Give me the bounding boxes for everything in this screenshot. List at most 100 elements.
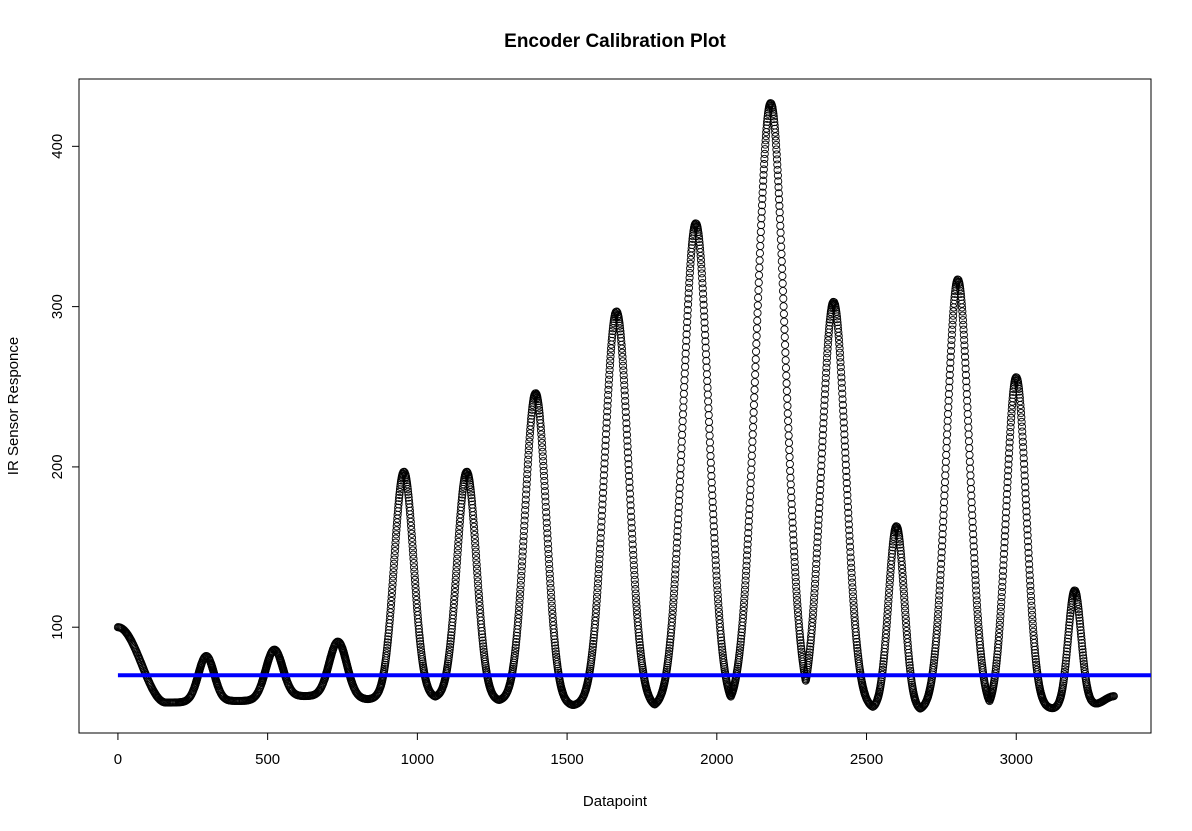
data-point xyxy=(942,450,951,459)
data-point xyxy=(838,395,847,404)
data-point xyxy=(475,601,484,610)
data-point xyxy=(836,363,845,372)
data-point xyxy=(936,576,945,585)
data-point xyxy=(539,466,548,475)
data-point xyxy=(453,550,462,559)
data-point xyxy=(631,585,640,594)
data-point xyxy=(389,563,398,573)
data-point xyxy=(836,353,845,362)
data-point xyxy=(477,623,486,632)
data-point xyxy=(457,496,466,505)
data-point xyxy=(392,530,401,539)
data-point xyxy=(804,653,814,662)
data-point xyxy=(673,532,682,541)
data-point xyxy=(933,622,942,631)
data-point xyxy=(789,541,798,550)
data-point xyxy=(972,586,981,595)
data-point xyxy=(819,407,829,416)
data-point xyxy=(737,634,746,643)
data-point xyxy=(601,441,610,450)
data-point xyxy=(900,593,909,602)
data-point xyxy=(755,256,764,265)
data-point xyxy=(701,330,710,340)
data-point xyxy=(943,416,952,425)
data-point xyxy=(511,640,520,650)
data-point xyxy=(972,596,981,605)
data-point xyxy=(1021,483,1030,492)
data-point xyxy=(680,382,689,392)
data-point xyxy=(945,377,954,386)
data-point xyxy=(713,590,722,599)
data-point xyxy=(804,658,813,667)
data-point xyxy=(840,430,849,439)
data-point xyxy=(896,540,905,549)
data-point xyxy=(1005,438,1014,447)
data-point xyxy=(665,644,674,653)
plot-frame xyxy=(78,78,1152,734)
data-point xyxy=(844,508,853,517)
data-point xyxy=(602,412,611,422)
data-point xyxy=(782,379,791,388)
data-point xyxy=(773,171,782,180)
data-point xyxy=(518,552,527,561)
data-point xyxy=(784,416,793,425)
data-point xyxy=(526,418,535,427)
data-point xyxy=(687,240,697,249)
data-point xyxy=(404,496,414,505)
data-point xyxy=(847,563,856,572)
data-point xyxy=(681,343,691,352)
data-point xyxy=(709,510,718,519)
data-point xyxy=(805,648,814,657)
data-point xyxy=(781,363,791,373)
data-point xyxy=(835,348,844,357)
data-point xyxy=(524,446,533,455)
data-point xyxy=(548,605,557,614)
data-point xyxy=(1016,397,1025,406)
data-point xyxy=(595,555,604,564)
data-point xyxy=(452,567,461,576)
data-point xyxy=(895,535,904,544)
data-point xyxy=(621,407,630,417)
data-point xyxy=(457,503,466,512)
data-point xyxy=(943,430,952,439)
data-point xyxy=(544,549,553,559)
data-point xyxy=(899,585,908,594)
data-point xyxy=(451,571,461,580)
data-point xyxy=(515,602,524,611)
data-point xyxy=(597,517,606,526)
data-point xyxy=(630,566,639,575)
data-point xyxy=(776,221,785,230)
data-point xyxy=(415,631,424,640)
data-point xyxy=(969,548,979,557)
data-point xyxy=(410,575,420,584)
data-point xyxy=(929,663,938,672)
data-point xyxy=(709,516,718,525)
data-point xyxy=(676,457,685,466)
data-point xyxy=(775,201,784,210)
data-point xyxy=(664,649,673,658)
data-point xyxy=(386,600,396,609)
data-point xyxy=(759,165,768,174)
data-point xyxy=(881,633,890,642)
data-point xyxy=(820,395,829,404)
data-point xyxy=(996,602,1006,611)
data-point xyxy=(970,559,979,568)
data-point xyxy=(735,648,744,657)
data-point xyxy=(975,637,984,646)
data-point xyxy=(790,547,799,556)
data-point xyxy=(780,325,789,334)
data-point xyxy=(626,507,635,516)
data-point xyxy=(939,517,948,526)
data-point xyxy=(706,451,715,461)
data-point xyxy=(473,568,482,578)
data-point xyxy=(743,534,753,543)
data-point xyxy=(935,586,944,595)
data-point xyxy=(621,402,630,411)
data-point xyxy=(746,472,756,481)
data-point xyxy=(617,344,626,353)
data-point xyxy=(685,268,694,278)
data-point xyxy=(753,316,762,325)
data-point xyxy=(411,584,420,593)
data-point xyxy=(597,511,606,520)
data-point xyxy=(523,460,532,469)
